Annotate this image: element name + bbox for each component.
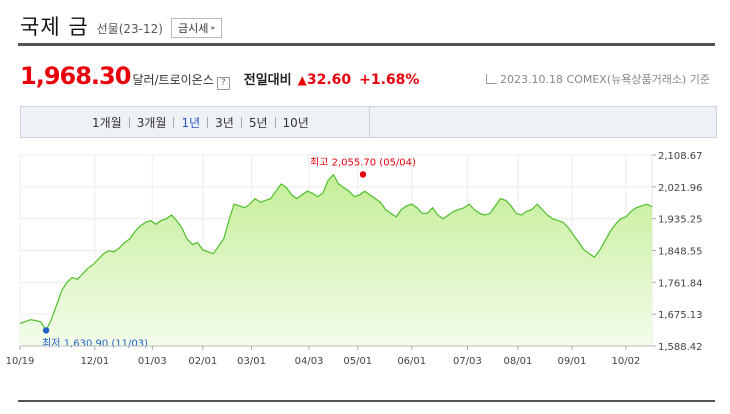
chevron-right-icon: ▸ (211, 23, 216, 32)
x-tick-label: 12/01 (80, 356, 109, 367)
x-tick-label: 04/03 (295, 356, 324, 367)
x-tick-label: 10/19 (6, 356, 35, 367)
tab-separator (173, 116, 175, 128)
date-source-text: 2023.10.18 COMEX(뉴욕상품거래소) 기준 (500, 73, 710, 86)
footer-divider (18, 400, 715, 402)
tab-period[interactable]: 1개월 (92, 115, 122, 130)
period-tabbar: 1개월 3개월 1년 3년 5년 10년 (20, 106, 717, 138)
x-tick-label: 02/01 (188, 356, 217, 367)
y-tick-label: 1,848.55 (658, 247, 703, 258)
help-icon[interactable]: ? (216, 77, 230, 90)
gold-price-chart[interactable]: 최고 2,055.70 (05/04)최저 1,630.90 (11/03) 2… (0, 145, 730, 380)
header-divider (18, 43, 715, 46)
price-change: ▲32.60 (298, 72, 352, 88)
price-unit: 달러/트로이온스 (132, 73, 214, 87)
tab-separator (207, 116, 209, 128)
tab-separator (128, 116, 130, 128)
tab-period[interactable]: 3년 (215, 115, 234, 130)
tab-period[interactable]: 10년 (282, 115, 309, 130)
period-tabs: 1개월 3개월 1년 3년 5년 10년 (21, 114, 316, 131)
page-title: 국제 금 (20, 15, 89, 39)
x-tick-label: 05/01 (343, 356, 372, 367)
price-change-value: 32.60 (306, 72, 352, 88)
quote-row: 1,968.30 달러/트로이온스 ? 전일대비 ▲32.60 +1.68% 2… (20, 62, 710, 90)
tab-separator (274, 116, 276, 128)
price-area (20, 174, 652, 346)
date-source: 2023.10.18 COMEX(뉴욕상품거래소) 기준 (486, 71, 710, 87)
y-tick-label: 2,108.67 (658, 151, 703, 162)
y-tick-label: 2,021.96 (658, 183, 703, 194)
x-tick-label: 09/01 (557, 356, 586, 367)
tab-period[interactable]: 1년 (181, 115, 201, 130)
tabbar-divider (369, 107, 370, 137)
x-tick-label: 08/01 (504, 356, 533, 367)
y-tick-label: 1,761.84 (658, 278, 703, 289)
tab-period[interactable]: 3개월 (136, 115, 167, 130)
y-tick-label: 1,935.25 (658, 215, 703, 226)
x-tick-label: 07/03 (453, 356, 482, 367)
max-point (359, 171, 367, 178)
tab-separator (240, 116, 242, 128)
tab-period[interactable]: 5년 (248, 115, 268, 130)
max-label: 최고 2,055.70 (05/04) (310, 156, 416, 168)
min-point (42, 327, 50, 334)
current-price: 1,968.30 (20, 62, 131, 90)
chart-icon (486, 74, 498, 84)
gold-price-button-label: 금시세 (177, 21, 209, 35)
y-tick-label: 1,675.13 (658, 310, 703, 321)
price-change-percent: +1.68% (359, 72, 420, 88)
x-tick-label: 01/03 (138, 356, 167, 367)
x-tick-label: 10/02 (611, 356, 640, 367)
prev-day-label: 전일대비 (243, 73, 292, 88)
header: 국제 금 선물(23-12) 금시세 ▸ (20, 10, 223, 42)
x-tick-label: 06/01 (397, 356, 426, 367)
contract-subtitle: 선물(23-12) (96, 21, 163, 36)
up-arrow-icon: ▲ (297, 73, 307, 87)
price-line (19, 173, 653, 332)
gold-price-button[interactable]: 금시세 ▸ (170, 17, 223, 38)
y-tick-label: 1,588.42 (658, 342, 703, 353)
x-tick-label: 03/01 (237, 356, 266, 367)
